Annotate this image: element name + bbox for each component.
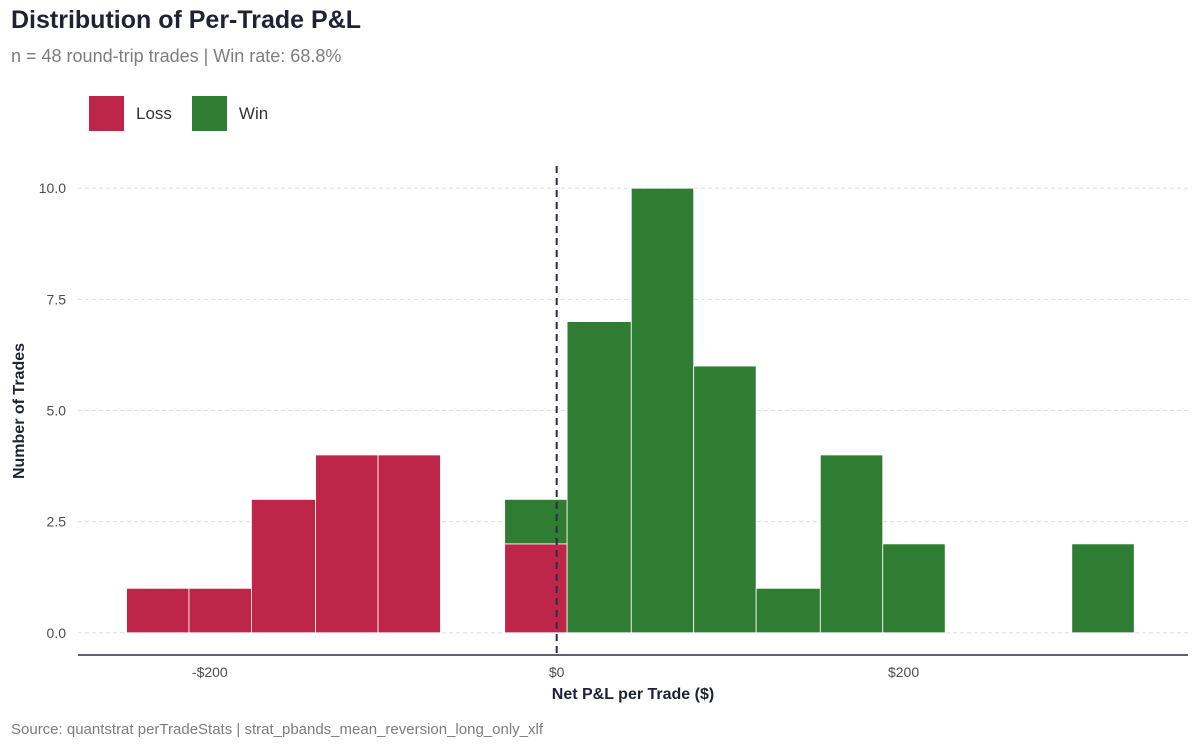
bar-win [755, 587, 821, 634]
legend-key-loss [89, 96, 124, 131]
chart-caption: Source: quantstrat perTradeStats | strat… [11, 721, 543, 738]
y-tick-label: 5.0 [47, 403, 67, 419]
axes: 0.0 2.5 5.0 7.5 10.0 -$200 $0 $200 [39, 180, 1188, 680]
bar-win [630, 187, 695, 634]
legend-label-win: Win [238, 103, 269, 123]
legend-item-win: Win [191, 96, 269, 131]
x-tick-label: $0 [549, 664, 565, 680]
bar-loss [315, 454, 379, 634]
bar-win [566, 321, 632, 634]
y-axis-title: Number of Trades [11, 343, 28, 479]
legend-label-loss: Loss [136, 103, 172, 123]
bar-win [693, 365, 757, 634]
bar-loss [188, 587, 252, 634]
x-tick-label: $200 [888, 664, 919, 680]
chart-subtitle: n = 48 round-trip trades | Win rate: 68.… [11, 46, 342, 66]
legend: Loss Win [89, 96, 288, 131]
legend-key-win [191, 96, 227, 131]
legend-item-loss: Loss [89, 96, 172, 131]
bar-win [882, 543, 946, 634]
y-tick-label: 2.5 [47, 514, 67, 530]
x-tick-label: -$200 [192, 664, 228, 680]
bar-loss [126, 587, 190, 634]
y-tick-label: 0.0 [47, 625, 67, 641]
bar-win [504, 499, 568, 545]
chart-title: Distribution of Per-Trade P&L [11, 6, 362, 34]
y-tick-label: 7.5 [47, 291, 67, 307]
bar-loss [504, 543, 568, 634]
bar-win [819, 454, 884, 634]
bar-win [1071, 543, 1135, 634]
bars [126, 187, 1135, 634]
bar-loss [377, 454, 441, 634]
x-axis-title: Net P&L per Trade ($) [552, 686, 714, 703]
y-tick-label: 10.0 [39, 180, 66, 196]
bar-loss [251, 499, 317, 634]
